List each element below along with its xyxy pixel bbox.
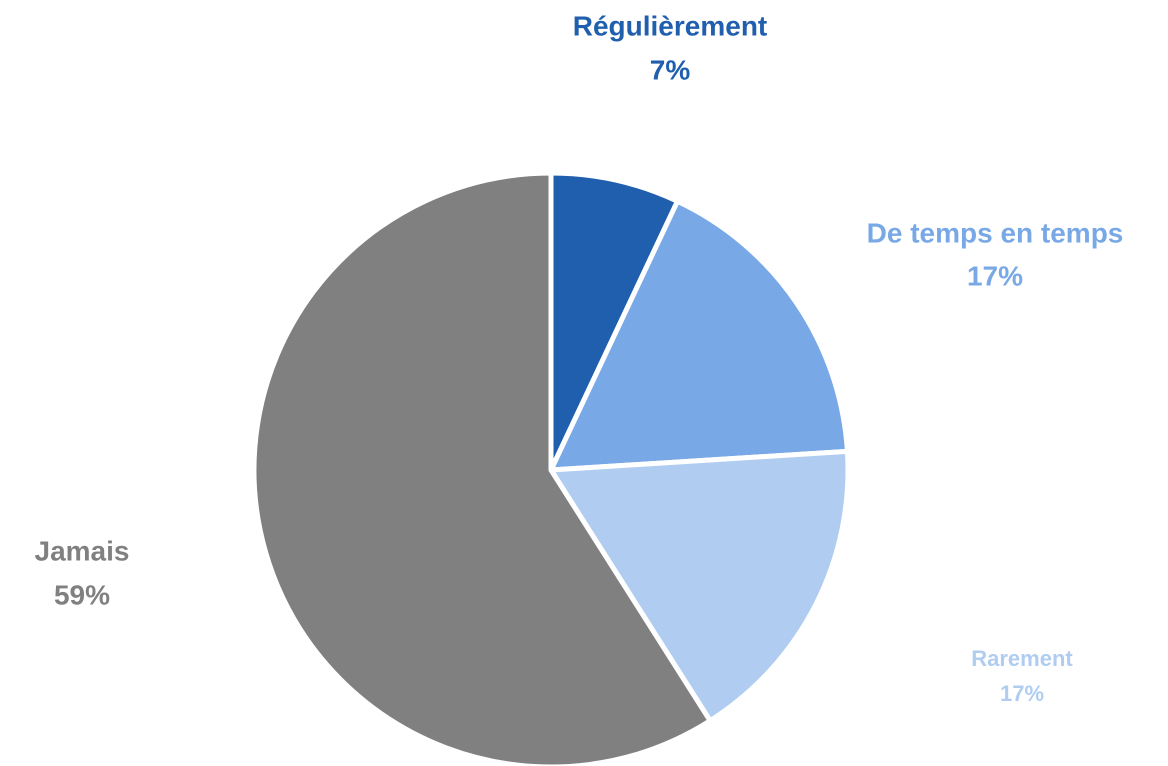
pie-slice <box>548 198 850 473</box>
slice-category-label: Jamais <box>35 535 130 566</box>
slice-category-label: Régulièrement <box>573 10 768 41</box>
pie-slice <box>251 170 713 766</box>
slice-value-label: 17% <box>1000 681 1044 706</box>
slice-value-label: 59% <box>54 579 110 610</box>
slice-value-label: 17% <box>967 260 1023 291</box>
slice-value-label: 7% <box>650 54 691 85</box>
slice-category-label: De temps en temps <box>867 217 1124 248</box>
slice-category-label: Rarement <box>971 646 1073 671</box>
pie-slice <box>548 448 851 724</box>
pie-slice <box>548 170 680 473</box>
